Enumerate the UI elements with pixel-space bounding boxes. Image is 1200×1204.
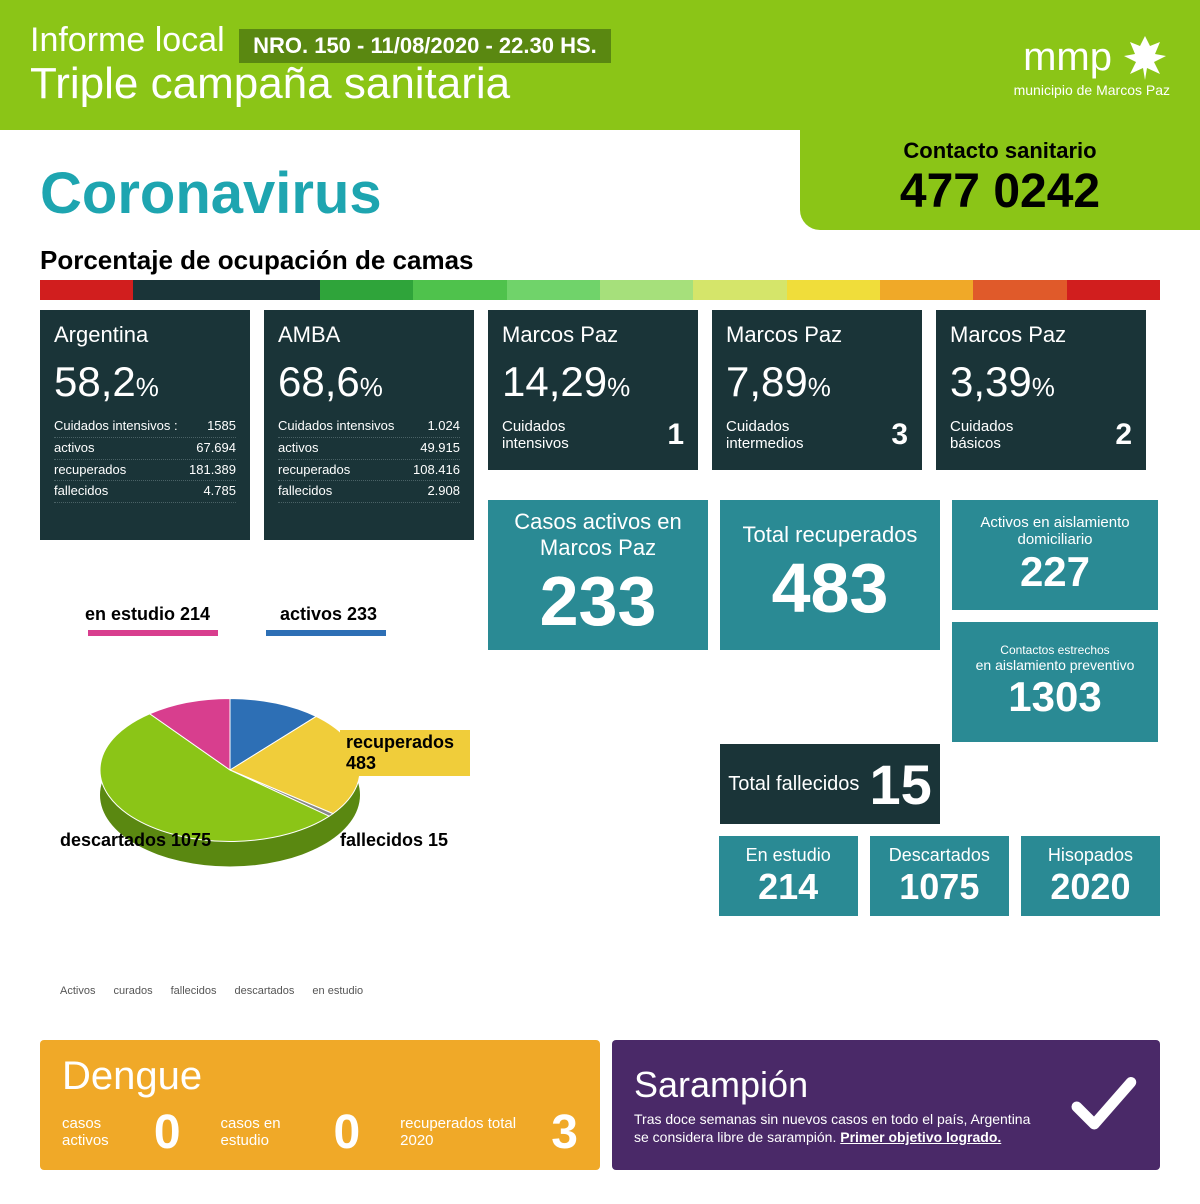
card-title: Argentina bbox=[54, 322, 236, 348]
card-stat-row: Cuidados intensivos1.024 bbox=[278, 416, 460, 438]
card-title: Marcos Paz bbox=[726, 322, 908, 348]
dengue-stat: casos activos0 bbox=[62, 1105, 181, 1160]
descartados-val: 1075 bbox=[899, 866, 979, 908]
casos-activos-box: Casos activos en Marcos Paz 233 bbox=[488, 500, 708, 650]
contact-phone: 477 0242 bbox=[800, 164, 1200, 219]
pie-legend-item: fallecidos bbox=[171, 985, 217, 997]
occupancy-card-4: Marcos Paz 3,39% Cuidados básicos2 bbox=[936, 310, 1146, 470]
total-recuperados-val: 483 bbox=[772, 548, 889, 628]
casos-activos-val: 233 bbox=[540, 561, 657, 641]
dengue-stats: casos activos0 casos en estudio0 recuperad… bbox=[62, 1105, 578, 1160]
descartados-label: Descartados bbox=[889, 845, 990, 866]
dengue-stat: casos en estudio0 bbox=[221, 1105, 361, 1160]
card-lines: Cuidados intensivos :1585activos67.694re… bbox=[54, 416, 236, 503]
triple-title: Triple campaña sanitaria bbox=[30, 59, 1014, 109]
pie-label-estudio: en estudio 214 bbox=[50, 604, 210, 625]
card-pct: 14,29% bbox=[502, 358, 684, 406]
sarampion-box: Sarampión Tras doce semanas sin nuevos c… bbox=[612, 1040, 1160, 1170]
total-fallecidos-label: Total fallecidos bbox=[728, 773, 859, 795]
pie-label-recuperados: recuperados 483 bbox=[340, 730, 470, 776]
pie-legend-item: en estudio bbox=[312, 985, 363, 997]
card-stat-row: fallecidos2.908 bbox=[278, 481, 460, 503]
sarampion-text: Tras doce semanas sin nuevos casos en to… bbox=[634, 1110, 1048, 1146]
card-lines: Cuidados intensivos1.024activos49.915rec… bbox=[278, 416, 460, 503]
card-stat-row: recuperados108.416 bbox=[278, 460, 460, 482]
total-recuperados-label: Total recuperados bbox=[733, 522, 928, 548]
informe-row: Informe local NRO. 150 - 11/08/2020 - 22… bbox=[30, 21, 1014, 64]
hisopados-box: Hisopados 2020 bbox=[1021, 836, 1160, 916]
informe-label: Informe local bbox=[30, 21, 225, 59]
contactos-box: Contactos estrechos en aislamiento preve… bbox=[952, 622, 1158, 742]
casos-activos-label: Casos activos en Marcos Paz bbox=[488, 509, 708, 561]
color-strip bbox=[40, 280, 1160, 300]
dengue-stat: recuperados total 20203 bbox=[400, 1105, 578, 1160]
card-stat-row: activos49.915 bbox=[278, 438, 460, 460]
nro-badge: NRO. 150 - 11/08/2020 - 22.30 HS. bbox=[239, 29, 611, 63]
card-title: Marcos Paz bbox=[502, 322, 684, 348]
pie-legend-item: descartados bbox=[234, 985, 294, 997]
logo-sub: municipio de Marcos Paz bbox=[1014, 82, 1170, 98]
pie-legend-item: Activos bbox=[60, 985, 95, 997]
sarampion-bold: Primer objetivo logrado. bbox=[840, 1129, 1001, 1145]
activos-aisl-label: Activos en aislamiento domiciliario bbox=[952, 514, 1158, 548]
pie-label-activos: activos 233 bbox=[280, 604, 377, 625]
checkmark-icon bbox=[1068, 1070, 1138, 1140]
coronavirus-title: Coronavirus bbox=[40, 160, 382, 227]
en-estudio-box: En estudio 214 bbox=[719, 836, 858, 916]
pie-label-fallecidos: fallecidos 15 bbox=[340, 830, 448, 851]
occupancy-label: Porcentaje de ocupación de camas bbox=[40, 245, 474, 276]
total-fallecidos-box: Total fallecidos 15 bbox=[720, 744, 940, 824]
dengue-title: Dengue bbox=[62, 1054, 578, 1099]
cuidados-line: Cuidados intensivos1 bbox=[502, 418, 684, 452]
leaf-icon bbox=[1120, 32, 1170, 82]
card-stat-row: Cuidados intensivos :1585 bbox=[54, 416, 236, 438]
occupancy-card-1: AMBA 68,6% Cuidados intensivos1.024activos… bbox=[264, 310, 474, 540]
cuidados-line: Cuidados intermedios3 bbox=[726, 418, 908, 452]
card-stat-row: activos67.694 bbox=[54, 438, 236, 460]
contact-label: Contacto sanitario bbox=[800, 138, 1200, 164]
en-estudio-label: En estudio bbox=[746, 845, 831, 866]
occupancy-card-0: Argentina 58,2% Cuidados intensivos :1585a… bbox=[40, 310, 250, 540]
card-title: AMBA bbox=[278, 322, 460, 348]
teal-stats-area: Casos activos en Marcos Paz 233 Total re… bbox=[488, 500, 1160, 928]
dengue-box: Dengue casos activos0 casos en estudio0 re… bbox=[40, 1040, 600, 1170]
card-pct: 3,39% bbox=[950, 358, 1132, 406]
header-left: Informe local NRO. 150 - 11/08/2020 - 22… bbox=[30, 21, 1014, 110]
card-pct: 68,6% bbox=[278, 358, 460, 406]
descartados-box: Descartados 1075 bbox=[870, 836, 1009, 916]
card-pct: 58,2% bbox=[54, 358, 236, 406]
contactos-val: 1303 bbox=[1008, 673, 1101, 721]
contact-banner: Contacto sanitario 477 0242 bbox=[800, 130, 1200, 230]
activos-aisl-val: 227 bbox=[1020, 548, 1090, 596]
pie-label-descartados: descartados 1075 bbox=[60, 830, 211, 851]
header-banner: Informe local NRO. 150 - 11/08/2020 - 22… bbox=[0, 0, 1200, 130]
en-estudio-val: 214 bbox=[758, 866, 818, 908]
card-stat-row: recuperados181.389 bbox=[54, 460, 236, 482]
pie-legend-item: curados bbox=[113, 985, 152, 997]
hisopados-val: 2020 bbox=[1050, 866, 1130, 908]
pie-chart-area: en estudio 214 activos 233 recuperados 4… bbox=[40, 600, 470, 980]
total-fallecidos-val: 15 bbox=[869, 752, 931, 817]
hisopados-label: Hisopados bbox=[1048, 845, 1133, 866]
sarampion-title: Sarampión bbox=[634, 1064, 1048, 1106]
card-stat-row: fallecidos4.785 bbox=[54, 481, 236, 503]
occupancy-card-3: Marcos Paz 7,89% Cuidados intermedios3 bbox=[712, 310, 922, 470]
card-title: Marcos Paz bbox=[950, 322, 1132, 348]
cuidados-line: Cuidados básicos2 bbox=[950, 418, 1132, 452]
total-recuperados-box: Total recuperados 483 bbox=[720, 500, 940, 650]
pie-legend: Activos curados fallecidos descartados en es… bbox=[60, 985, 363, 997]
logo-area: mmp municipio de Marcos Paz bbox=[1014, 32, 1170, 98]
card-pct: 7,89% bbox=[726, 358, 908, 406]
occupancy-card-2: Marcos Paz 14,29% Cuidados intensivos1 bbox=[488, 310, 698, 470]
logo-mmp: mmp bbox=[1014, 32, 1170, 82]
logo-text: mmp bbox=[1023, 35, 1112, 80]
activos-aislamiento-box: Activos en aislamiento domiciliario 227 bbox=[952, 500, 1158, 610]
contactos-label2: en aislamiento preventivo bbox=[976, 657, 1135, 673]
contactos-label1: Contactos estrechos bbox=[1000, 643, 1109, 657]
